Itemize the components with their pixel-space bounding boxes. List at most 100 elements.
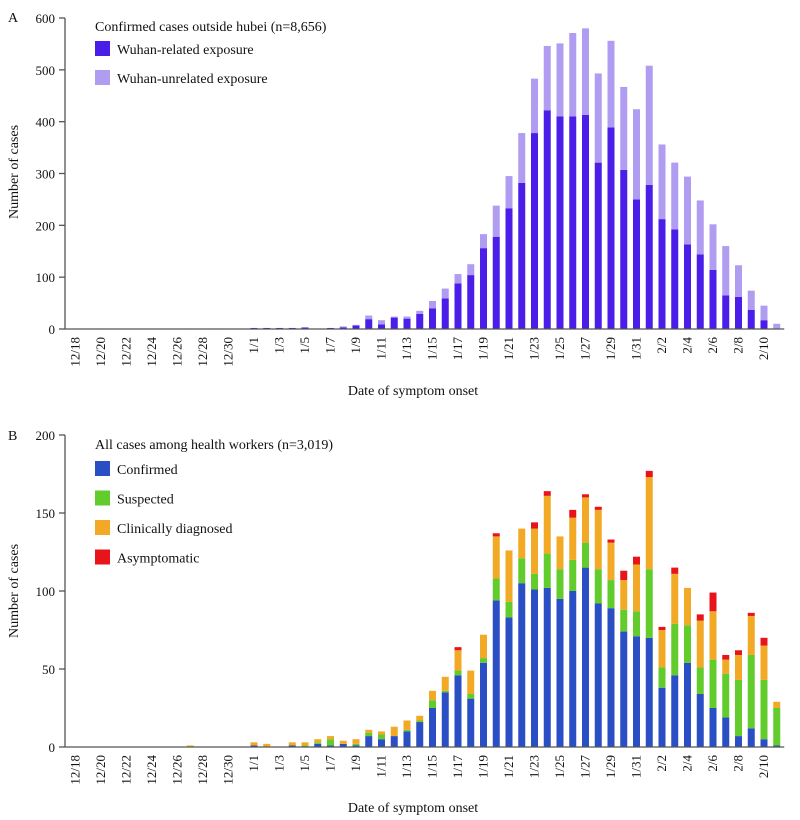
panel-a-bar-stack <box>480 234 487 329</box>
panel-b-legend-swatch <box>95 461 110 476</box>
panel-b-x-tick-label: 1/21 <box>501 755 516 778</box>
panel-a-x-tick-label: 1/11 <box>374 337 389 360</box>
panel-a-bar-stack <box>735 265 742 329</box>
panel-b-bar-stack <box>480 634 487 747</box>
panel-b-legend-label: Asymptomatic <box>117 552 199 567</box>
panel-a-bar-segment <box>416 313 424 329</box>
panel-a-bar-segment <box>582 114 589 329</box>
panel-a-x-tick-label: 1/23 <box>527 337 542 360</box>
panel-b-bar-segment <box>339 740 347 744</box>
panel-b-bar-segment <box>505 601 513 618</box>
panel-a-x-tick-label: 1/1 <box>246 337 261 354</box>
panel-a-bar-segment <box>582 28 589 115</box>
panel-b-legend: Confirmed Suspected Clinically diagnosed As… <box>95 461 232 567</box>
panel-b-bar-segment <box>327 739 334 746</box>
panel-b-x-axis: 12/18 12/20 12/22 12/24 12/26 12/28 12/30 1/1 1/… <box>65 746 785 785</box>
panel-b-bar-stack <box>658 626 666 747</box>
panel-b-bar-segment <box>556 569 564 599</box>
panel-b-bar-segment <box>531 522 538 529</box>
panel-b-bar-segment <box>696 614 704 621</box>
panel-b-bar-segment <box>620 580 628 610</box>
panel-b-bar-stack <box>378 731 385 747</box>
panel-b-bar-stack <box>543 491 551 747</box>
panel-a-x-tick-label: 1/7 <box>323 337 338 354</box>
panel-b-bar-segment <box>288 745 296 747</box>
panel-b-y-axis-title: Number of cases <box>7 544 22 638</box>
panel-a-bar-segment <box>633 199 640 329</box>
panel-a-bar-segment <box>760 320 768 329</box>
panel-b-bar-stack <box>633 556 640 747</box>
panel-b-bar-segment <box>390 726 398 737</box>
panel-a-bar-segment <box>684 176 691 245</box>
panel-b-bar-segment <box>301 745 309 747</box>
panel-b-bar-segment <box>747 612 755 616</box>
panel-b-bar-stack <box>416 715 424 747</box>
panel-b-bar-segment <box>696 693 704 747</box>
panel-b-bar-segment <box>645 569 653 638</box>
panel-a-bar-segment <box>760 305 768 321</box>
panel-a-x-tick-label: 12/26 <box>170 337 185 367</box>
panel-a-bar-stack <box>633 109 640 329</box>
panel-b-bar-segment <box>505 617 513 747</box>
panel-b-y-tick-label: 100 <box>36 584 56 599</box>
panel-b-x-tick-label: 1/23 <box>527 755 542 778</box>
panel-b-bar-segment <box>773 708 781 746</box>
panel-b-bar-segment <box>722 717 730 747</box>
panel-b-bar-segment <box>378 734 385 740</box>
panel-b-x-tick-label: 1/19 <box>476 755 491 778</box>
panel-a-bar-stack <box>594 73 602 329</box>
panel-b-bar-segment <box>735 654 742 680</box>
panel-b-bar-stack <box>722 654 730 747</box>
panel-b-bar-segment <box>467 670 475 694</box>
panel-b-bar-segment <box>671 573 679 624</box>
panel-a-legend: Wuhan-related exposure Wuhan-unrelated ex… <box>95 41 268 87</box>
panel-a-bar-segment <box>645 65 653 185</box>
panel-b-bar-segment <box>403 720 411 730</box>
panel-b-bar-segment <box>467 698 475 747</box>
panel-a-x-tick-label: 2/2 <box>654 337 669 354</box>
panel-b-bar-segment <box>454 647 462 651</box>
panel-a-bar-segment <box>607 40 615 128</box>
panel-a-x-tick-label: 2/6 <box>705 337 720 354</box>
panel-b-bar-segment <box>658 630 666 668</box>
panel-b-legend-label: Clinically diagnosed <box>117 522 232 537</box>
panel-a-bar-segment <box>339 327 347 329</box>
panel-b-x-tick-label: 1/25 <box>552 755 567 778</box>
panel-a-bar-segment <box>429 308 436 329</box>
panel-a-bar-segment <box>645 184 653 329</box>
panel-b-bar-segment <box>531 589 538 747</box>
panel-b-bar-segment <box>709 708 717 747</box>
panel-a-x-tick-label: 2/4 <box>680 337 695 354</box>
panel-a-bar-segment <box>531 78 538 134</box>
panel-b-bar-stack <box>492 533 500 747</box>
panel-b-bar-segment <box>569 509 577 518</box>
panel-a-y-tick-label: 500 <box>36 63 56 78</box>
panel-a-bar-stack <box>454 274 462 329</box>
panel-a-bar-stack <box>645 65 653 329</box>
panel-b-bar-segment <box>556 598 564 747</box>
panel-a-bar-segment <box>390 316 398 318</box>
panel-b-bar-stack <box>645 470 653 747</box>
panel-b-bar-segment <box>378 731 385 735</box>
panel-a-bar-stack <box>582 28 589 329</box>
panel-b-bar-segment <box>671 623 679 676</box>
panel-b-bar-segment <box>416 715 424 721</box>
panel-b-bar-segment <box>684 662 691 747</box>
panel-b-legend-swatch <box>95 549 110 565</box>
panel-a-x-axis: 12/18 12/20 12/22 12/24 12/26 12/28 12/30 1/1 1/… <box>65 328 785 367</box>
panel-b-bar-segment <box>314 743 322 747</box>
panel-a-x-tick-label: 12/20 <box>93 337 108 367</box>
panel-b-bar-segment <box>696 620 704 668</box>
panel-b-bar-segment <box>352 745 360 747</box>
panel-b-bar-stack <box>696 614 704 747</box>
panel-a-bar-segment <box>390 317 398 329</box>
panel-b-bar-stack <box>390 726 398 747</box>
panel-a-bar-segment <box>543 45 551 111</box>
panel-a-bar-stack <box>301 327 309 329</box>
panel-b-bar-stack <box>671 567 679 747</box>
panel-b-chart: B All cases among health workers (n=3,01… <box>7 428 785 816</box>
panel-b-bar-segment <box>429 700 436 708</box>
panel-b-bar-segment <box>582 567 589 747</box>
panel-b-x-tick-label: 1/11 <box>374 755 389 778</box>
panel-b-bar-segment <box>607 580 615 609</box>
